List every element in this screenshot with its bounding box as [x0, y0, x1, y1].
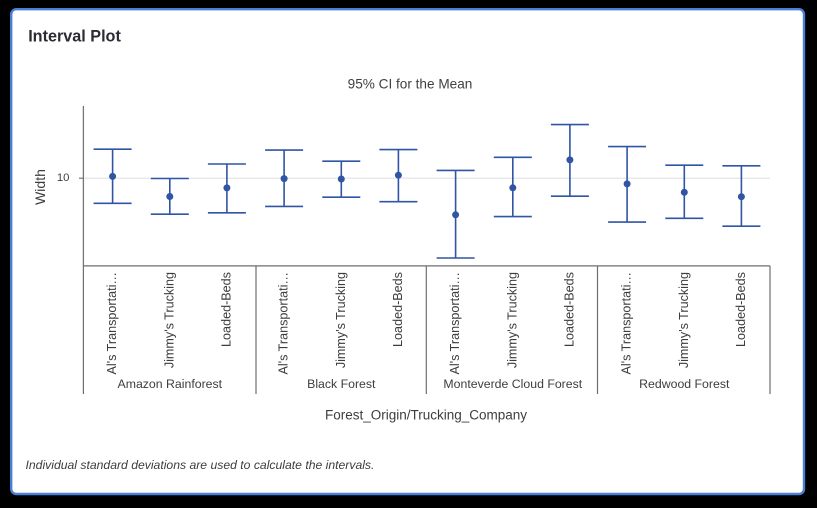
svg-text:Width: Width: [32, 169, 48, 205]
svg-text:Loaded-Beds: Loaded-Beds: [391, 272, 405, 347]
svg-text:Jimmy's Trucking: Jimmy's Trucking: [505, 272, 519, 368]
svg-text:Jimmy's Trucking: Jimmy's Trucking: [334, 272, 348, 368]
svg-text:Interval Plot: Interval Plot: [28, 28, 121, 46]
svg-text:Jimmy's Trucking: Jimmy's Trucking: [162, 272, 176, 368]
svg-text:Forest_Origin/Trucking_Company: Forest_Origin/Trucking_Company: [325, 408, 527, 423]
svg-text:Monteverde Cloud Forest: Monteverde Cloud Forest: [443, 377, 582, 391]
svg-text:Black Forest: Black Forest: [307, 377, 376, 391]
svg-text:Jimmy's Trucking: Jimmy's Trucking: [677, 272, 691, 368]
svg-text:Individual standard deviations: Individual standard deviations are used …: [26, 458, 375, 472]
svg-text:Al's Transportati…: Al's Transportati…: [277, 272, 291, 375]
svg-text:Loaded-Beds: Loaded-Beds: [562, 272, 576, 347]
svg-text:Redwood Forest: Redwood Forest: [639, 377, 730, 391]
svg-text:10: 10: [57, 172, 70, 184]
svg-text:Al's Transportati…: Al's Transportati…: [105, 272, 119, 375]
svg-text:Al's Transportati…: Al's Transportati…: [448, 272, 462, 375]
svg-text:Loaded-Beds: Loaded-Beds: [219, 272, 233, 347]
svg-text:95% CI for the Mean: 95% CI for the Mean: [348, 76, 473, 91]
svg-text:Loaded-Beds: Loaded-Beds: [734, 272, 748, 347]
svg-text:Al's Transportati…: Al's Transportati…: [620, 272, 634, 375]
svg-text:Amazon Rainforest: Amazon Rainforest: [118, 377, 223, 391]
